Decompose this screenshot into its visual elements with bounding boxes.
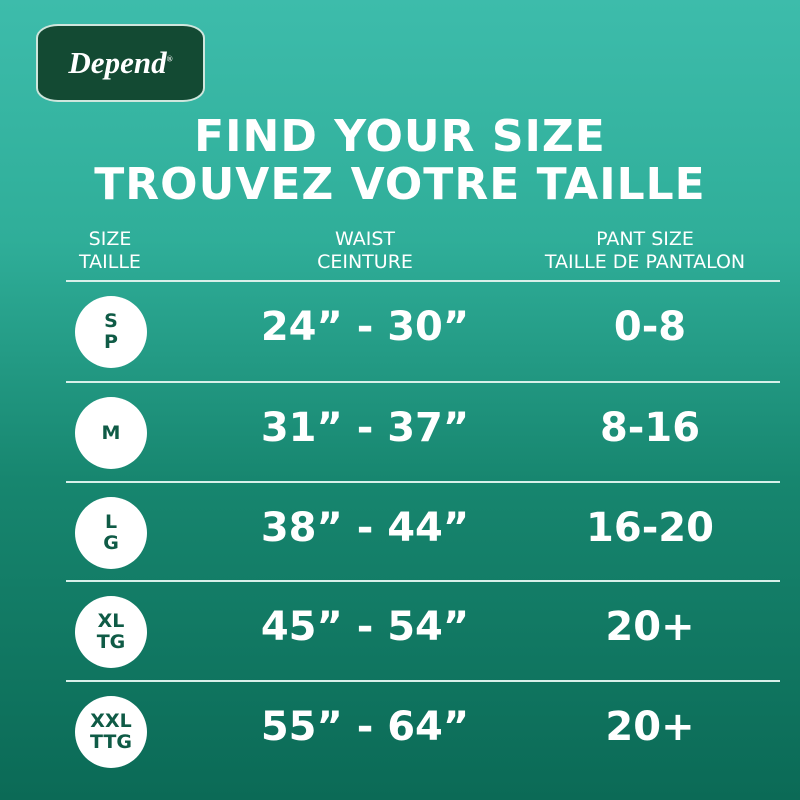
title-french: TROUVEZ VOTRE TAILLE: [94, 159, 706, 210]
pant-size-value: 8-16: [599, 405, 701, 451]
row-divider: [66, 680, 780, 682]
logo-text: Depend®: [68, 45, 173, 80]
table-row: XXL TTG 55” - 64” 20+: [0, 682, 800, 782]
waist-value: 24” - 30”: [260, 304, 470, 350]
header-pant-size: PANT SIZE TAILLE DE PANTALON: [544, 228, 746, 273]
waist-value: 45” - 54”: [260, 604, 470, 650]
size-badge: XL TG: [75, 596, 147, 668]
pant-size-value: 16-20: [586, 505, 714, 551]
header-size: SIZE TAILLE: [79, 228, 141, 273]
pant-size-value: 20+: [605, 704, 695, 750]
header-waist: WAIST CEINTURE: [317, 228, 413, 273]
waist-value: 31” - 37”: [260, 405, 470, 451]
pant-size-value: 20+: [605, 604, 695, 650]
waist-value: 55” - 64”: [260, 704, 470, 750]
size-badge: XXL TTG: [75, 696, 147, 768]
row-divider: [66, 381, 780, 383]
size-badge: M: [75, 397, 147, 469]
title-english: FIND YOUR SIZE: [194, 111, 606, 162]
table-row: XL TG 45” - 54” 20+: [0, 582, 800, 682]
pant-size-value: 0-8: [613, 304, 687, 350]
depend-logo: Depend®: [36, 24, 205, 102]
row-divider: [66, 481, 780, 483]
row-divider: [66, 580, 780, 582]
header-divider: [66, 280, 780, 282]
waist-value: 38” - 44”: [260, 505, 470, 551]
table-row: M 31” - 37” 8-16: [0, 383, 800, 483]
